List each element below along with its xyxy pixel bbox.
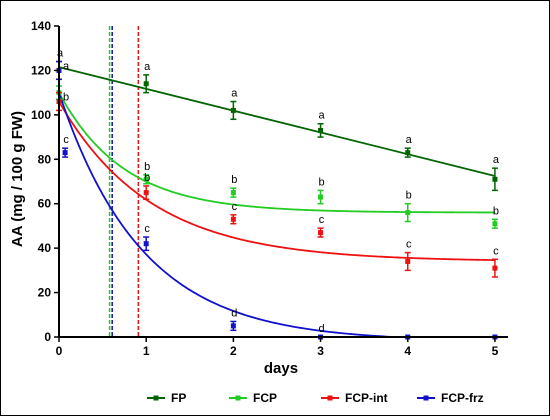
data-point-FCP-int (318, 230, 324, 236)
data-point-FP (318, 127, 324, 133)
x-tick-label: 2 (230, 344, 237, 358)
letter-label: a (231, 88, 238, 100)
x-tick-label: 4 (404, 344, 411, 358)
legend-label-FP: FP (171, 391, 186, 405)
letter-label: a (493, 154, 500, 166)
data-point-FCP-frz (143, 241, 149, 247)
letter-label: c (232, 201, 238, 213)
letter-label: a (144, 61, 151, 73)
letter-label: c (319, 214, 325, 226)
letter-label: b (231, 174, 237, 186)
y-tick-label: 100 (31, 108, 51, 122)
letter-label: b (406, 190, 412, 202)
data-point-FP (405, 150, 411, 156)
legend-label-FCP: FCP (253, 391, 277, 405)
letter-label: a (63, 60, 70, 72)
fit-curve-FCP-frz (58, 92, 495, 338)
data-point-FCP-frz (230, 323, 236, 329)
legend-label-FCP-frz: FCP-frz (441, 391, 484, 405)
data-point-FCP-int (492, 265, 498, 271)
x-tick-label: 3 (317, 344, 324, 358)
letter-label: b (63, 92, 69, 104)
letter-label: c (406, 239, 412, 251)
x-tick-label: 0 (56, 344, 63, 358)
data-point-FCP (492, 221, 498, 227)
data-point-FCP (143, 176, 149, 182)
y-axis-title: AA (mg / 100 g FW) (9, 111, 26, 247)
data-point-FCP (405, 210, 411, 216)
letter-label: b (318, 176, 324, 188)
y-tick-label: 120 (31, 63, 51, 77)
y-tick-label: 40 (38, 241, 52, 255)
letter-label: b (144, 172, 150, 184)
letter-label: c (144, 223, 150, 235)
letter-label: d (318, 323, 324, 335)
y-tick-label: 0 (44, 330, 51, 344)
data-point-FP (230, 107, 236, 113)
x-tick-label: 1 (143, 344, 150, 358)
x-tick-label: 5 (492, 344, 499, 358)
y-tick-label: 60 (38, 197, 52, 211)
letter-label: a (406, 134, 413, 146)
letter-label: a (318, 110, 325, 122)
data-point-FCP-frz (62, 150, 68, 156)
fit-curve-FCP-int (58, 101, 495, 261)
data-point-FP (492, 176, 498, 182)
y-tick-label: 140 (31, 19, 51, 33)
legend-label-FCP-int: FCP-int (345, 391, 388, 405)
data-point-FP (143, 81, 149, 87)
fit-curve-FCP (58, 92, 495, 214)
legend-marker-FCP-frz (423, 395, 429, 401)
axes: 0 20 40 60 80 100 120 140 0 1 2 3 4 5 (31, 19, 508, 358)
legend-marker-FP (153, 395, 159, 401)
data-point-FCP (318, 194, 324, 200)
fit-curve-FP (58, 66, 496, 177)
data-point-FCP-int (143, 190, 149, 196)
data-point-FCP-int (230, 216, 236, 222)
letter-label: a (57, 48, 64, 60)
fit-curves (58, 66, 496, 338)
letter-label: c (493, 245, 499, 257)
y-tick-label: 20 (38, 286, 52, 300)
data-point-FCP-int (405, 258, 411, 264)
letter-label: b (144, 161, 150, 173)
letter-label: d (231, 307, 237, 319)
letter-label: b (493, 205, 499, 217)
legend-marker-FCP (235, 395, 241, 401)
legend: FP FCP FCP-int FCP-frz (147, 391, 484, 405)
legend-marker-FCP-int (327, 395, 333, 401)
reference-lines (108, 26, 140, 337)
significance-letters: aaaaaabbbbbbccccccddab (57, 48, 500, 335)
letter-label: c (63, 134, 69, 146)
data-points (56, 60, 498, 340)
x-axis-title: days (264, 360, 298, 377)
y-tick-label: 80 (38, 152, 52, 166)
data-point-FCP (230, 190, 236, 196)
